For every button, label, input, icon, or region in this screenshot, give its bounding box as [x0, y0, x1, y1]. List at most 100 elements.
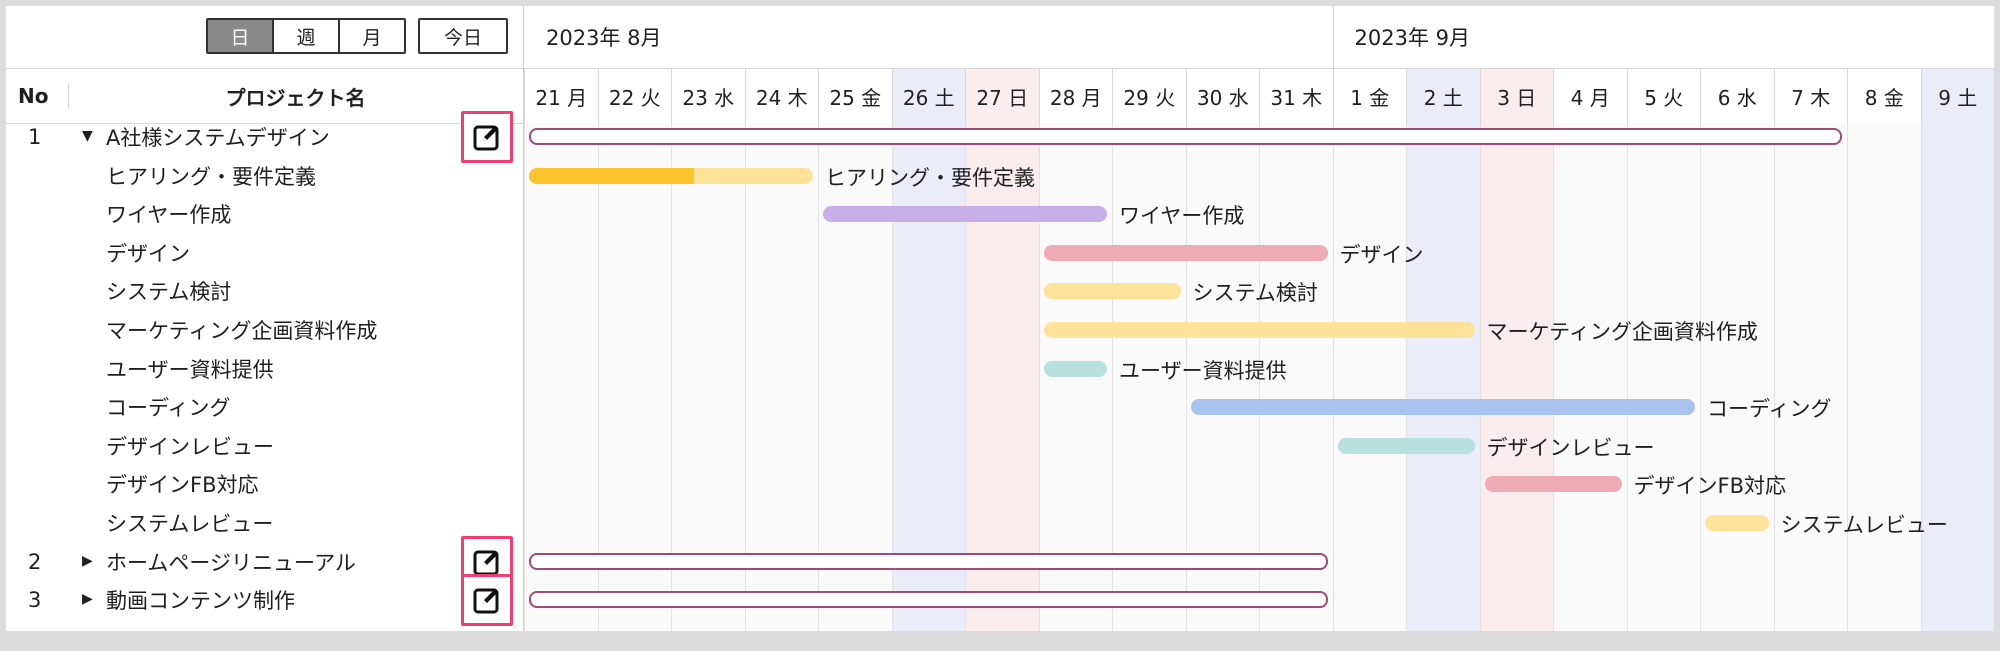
- project-row[interactable]: 2 ▶ ホームページリニューアル: [6, 535, 523, 588]
- task-bar[interactable]: [1705, 515, 1769, 531]
- day-column-4: [1553, 122, 1627, 631]
- day-column-23: [671, 122, 745, 631]
- month-divider: [1332, 6, 1334, 68]
- project-number: 2: [28, 549, 42, 574]
- day-column-2: [1406, 122, 1480, 631]
- task-bar-label: デザインFB対応: [1633, 474, 1787, 499]
- day-header-cell: 25 金: [818, 69, 892, 123]
- day-column-9: [1920, 122, 1994, 631]
- edit-icon: [473, 125, 499, 151]
- day-header-cell: 6 水: [1700, 69, 1774, 123]
- view-segment-group: 日週月: [206, 18, 406, 54]
- task-row[interactable]: デザインFB対応: [6, 465, 523, 503]
- task-row[interactable]: デザイン: [6, 234, 523, 272]
- day-column-24: [744, 122, 818, 631]
- bottom-scroll-area: [0, 631, 2000, 651]
- triangle-right-icon[interactable]: ▶: [82, 591, 93, 608]
- column-header-project-name: プロジェクト名: [225, 85, 366, 110]
- view-button-week[interactable]: 週: [274, 20, 340, 52]
- day-column-7: [1773, 122, 1847, 631]
- triangle-down-icon[interactable]: ▼: [82, 128, 93, 144]
- task-row[interactable]: コーディング: [6, 388, 523, 426]
- project-bar[interactable]: [529, 591, 1328, 609]
- day-header-cell: 7 木: [1773, 69, 1847, 123]
- project-number: 3: [28, 588, 42, 613]
- edit-icon: [473, 550, 499, 576]
- task-bar-label: ユーザー資料提供: [1119, 358, 1287, 383]
- project-name: 動画コンテンツ制作: [106, 589, 295, 614]
- edit-icon: [473, 588, 499, 614]
- task-bar[interactable]: [1043, 322, 1475, 338]
- day-header-cell: 30 水: [1185, 69, 1259, 123]
- task-row[interactable]: ヒアリング・要件定義: [6, 157, 523, 195]
- view-switcher: 日週月: [206, 18, 406, 54]
- day-header-cell: 23 水: [671, 69, 745, 123]
- project-name: A社様システムデザイン: [106, 126, 330, 150]
- task-row[interactable]: デザインレビュー: [6, 427, 523, 465]
- task-bar[interactable]: [1043, 283, 1181, 300]
- day-header-cell: 22 火: [597, 69, 671, 123]
- day-header-row: 21 月 22 火 23 水 24 木 25 金 26 土 27 日 28 月 29 火 30 水…: [524, 68, 1994, 123]
- view-button-day[interactable]: 日: [208, 20, 274, 52]
- task-name: ワイヤー作成: [106, 203, 232, 228]
- triangle-right-icon[interactable]: ▶: [82, 552, 93, 569]
- task-name: システム検討: [106, 280, 232, 305]
- day-header-cell: 28 月: [1038, 69, 1112, 123]
- edit-project-button[interactable]: [461, 574, 513, 627]
- project-name: ホームページリニューアル: [106, 550, 356, 575]
- task-bar[interactable]: [823, 206, 1107, 223]
- day-header-cell: 21 月: [524, 69, 598, 123]
- project-list-header: No プロジェクト名: [6, 68, 523, 124]
- task-name: デザイン: [106, 241, 190, 266]
- task-row[interactable]: マーケティング企画資料作成: [6, 311, 523, 349]
- timeline-panel: 2023年 8月 2023年 9月 21 月 22 火 23 水 24 木 25 金 26 土…: [524, 6, 1994, 631]
- task-bar[interactable]: [1337, 437, 1475, 454]
- task-bar-label: ワイヤー作成: [1119, 204, 1245, 229]
- task-bar-label: コーディング: [1707, 397, 1832, 422]
- day-header-cell: 27 日: [965, 69, 1039, 123]
- month-label: 2023年 9月: [1354, 26, 1470, 50]
- project-bar[interactable]: [529, 552, 1328, 570]
- task-row[interactable]: システム検討: [6, 272, 523, 310]
- task-bar-label: システムレビュー: [1780, 513, 1948, 537]
- day-header-cell: 26 土: [891, 69, 965, 123]
- project-row[interactable]: 1 ▼ A社様システムデザイン: [6, 111, 523, 163]
- today-button[interactable]: 今日: [418, 18, 508, 54]
- day-column-22: [597, 122, 671, 631]
- task-name: コーディング: [106, 396, 231, 421]
- day-column-1: [1332, 122, 1406, 631]
- day-column-6: [1700, 122, 1774, 631]
- edit-project-button[interactable]: [461, 111, 513, 163]
- task-row[interactable]: システムレビュー: [6, 504, 523, 542]
- task-bar-label: システム検討: [1192, 281, 1318, 306]
- day-header-cell: 1 金: [1332, 69, 1406, 123]
- project-list-panel: 日週月 今日 No プロジェクト名 1 ▼ A社様システムデザインヒアリング・要件定…: [6, 6, 524, 631]
- task-row[interactable]: ワイヤー作成: [6, 195, 523, 233]
- task-name: システムレビュー: [106, 512, 274, 536]
- header-divider: [68, 83, 69, 109]
- day-header-cell: 9 土: [1920, 69, 1994, 123]
- day-column-8: [1847, 122, 1921, 631]
- project-row[interactable]: 3 ▶ 動画コンテンツ制作: [6, 574, 523, 627]
- task-name: ユーザー資料提供: [106, 357, 274, 382]
- day-header-cell: 2 土: [1406, 69, 1480, 123]
- day-column-3: [1479, 122, 1553, 631]
- task-bar-label: ヒアリング・要件定義: [825, 165, 1035, 190]
- day-column-30: [1185, 122, 1259, 631]
- task-name: マーケティング企画資料作成: [106, 319, 378, 343]
- task-bar[interactable]: [1484, 476, 1622, 493]
- column-header-no: No: [18, 84, 49, 108]
- project-number: 1: [28, 125, 42, 149]
- view-button-month[interactable]: 月: [340, 20, 404, 52]
- task-row[interactable]: ユーザー資料提供: [6, 350, 523, 388]
- task-bar[interactable]: [1043, 360, 1107, 377]
- project-bar[interactable]: [529, 128, 1842, 145]
- day-header-cell: 3 日: [1479, 69, 1553, 123]
- task-bar[interactable]: [1190, 399, 1695, 416]
- gantt-app: 日週月 今日 No プロジェクト名 1 ▼ A社様システムデザインヒアリング・要件定…: [6, 6, 1994, 631]
- day-column-5: [1626, 122, 1700, 631]
- task-progress-fill: [529, 167, 694, 184]
- day-header-cell: 24 木: [744, 69, 818, 123]
- task-bar[interactable]: [1043, 244, 1328, 261]
- task-bar[interactable]: [529, 167, 813, 184]
